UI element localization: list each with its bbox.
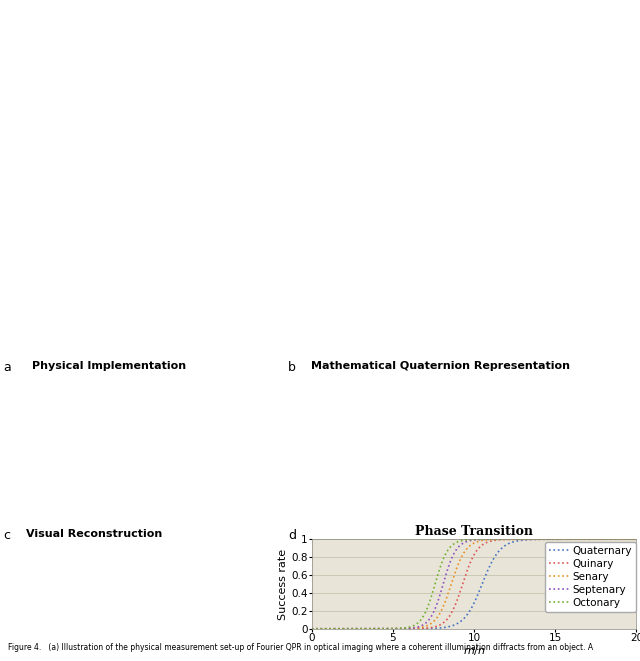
Line: Quinary: Quinary — [312, 539, 636, 629]
Quinary — [308, 625, 316, 633]
Septenary — [308, 625, 316, 633]
Quinary — [466, 561, 474, 568]
Text: Visual Reconstruction: Visual Reconstruction — [26, 529, 162, 539]
Septenary — [632, 535, 640, 543]
Quaternary — [623, 535, 631, 543]
Septenary — [466, 537, 474, 545]
Quaternary — [457, 617, 465, 625]
Text: d: d — [288, 529, 296, 542]
Quaternary — [466, 607, 474, 615]
Octonary — [466, 535, 474, 543]
Senary — [457, 554, 465, 562]
Quinary — [623, 535, 631, 543]
Quinary — [457, 585, 465, 593]
Septenary — [457, 541, 465, 549]
Octonary — [457, 537, 465, 545]
Quaternary — [564, 535, 572, 543]
Octonary — [564, 535, 572, 543]
Line: Octonary: Octonary — [312, 539, 636, 629]
Legend: Quaternary, Quinary, Senary, Septenary, Octonary: Quaternary, Quinary, Senary, Septenary, … — [545, 542, 636, 612]
Title: Phase Transition: Phase Transition — [415, 525, 533, 538]
Quaternary — [623, 535, 630, 543]
Senary — [466, 542, 474, 550]
X-axis label: $m/n$: $m/n$ — [463, 644, 486, 657]
Text: Physical Implementation: Physical Implementation — [32, 362, 186, 371]
Senary — [564, 535, 572, 543]
Line: Quaternary: Quaternary — [312, 539, 636, 629]
Text: a: a — [3, 362, 11, 374]
Septenary — [564, 535, 572, 543]
Quaternary — [632, 535, 640, 543]
Senary — [623, 535, 631, 543]
Quaternary — [324, 625, 332, 633]
Septenary — [324, 625, 332, 633]
Text: Mathematical Quaternion Representation: Mathematical Quaternion Representation — [310, 362, 570, 371]
Text: c: c — [3, 529, 10, 542]
Octonary — [623, 535, 631, 543]
Line: Senary: Senary — [312, 539, 636, 629]
Line: Septenary: Septenary — [312, 539, 636, 629]
Senary — [308, 625, 316, 633]
Septenary — [623, 535, 631, 543]
Quinary — [564, 535, 572, 543]
Senary — [623, 535, 630, 543]
Quinary — [324, 625, 332, 633]
Text: b: b — [288, 362, 296, 374]
Quinary — [632, 535, 640, 543]
Octonary — [623, 535, 630, 543]
Senary — [324, 625, 332, 633]
Senary — [632, 535, 640, 543]
Octonary — [308, 625, 316, 633]
Text: Figure 4.   (a) Illustration of the physical measurement set-up of Fourier QPR i: Figure 4. (a) Illustration of the physic… — [8, 643, 593, 652]
Octonary — [632, 535, 640, 543]
Y-axis label: Success rate: Success rate — [278, 549, 288, 619]
Quinary — [623, 535, 630, 543]
Quaternary — [308, 625, 316, 633]
Octonary — [324, 625, 332, 633]
Septenary — [623, 535, 630, 543]
